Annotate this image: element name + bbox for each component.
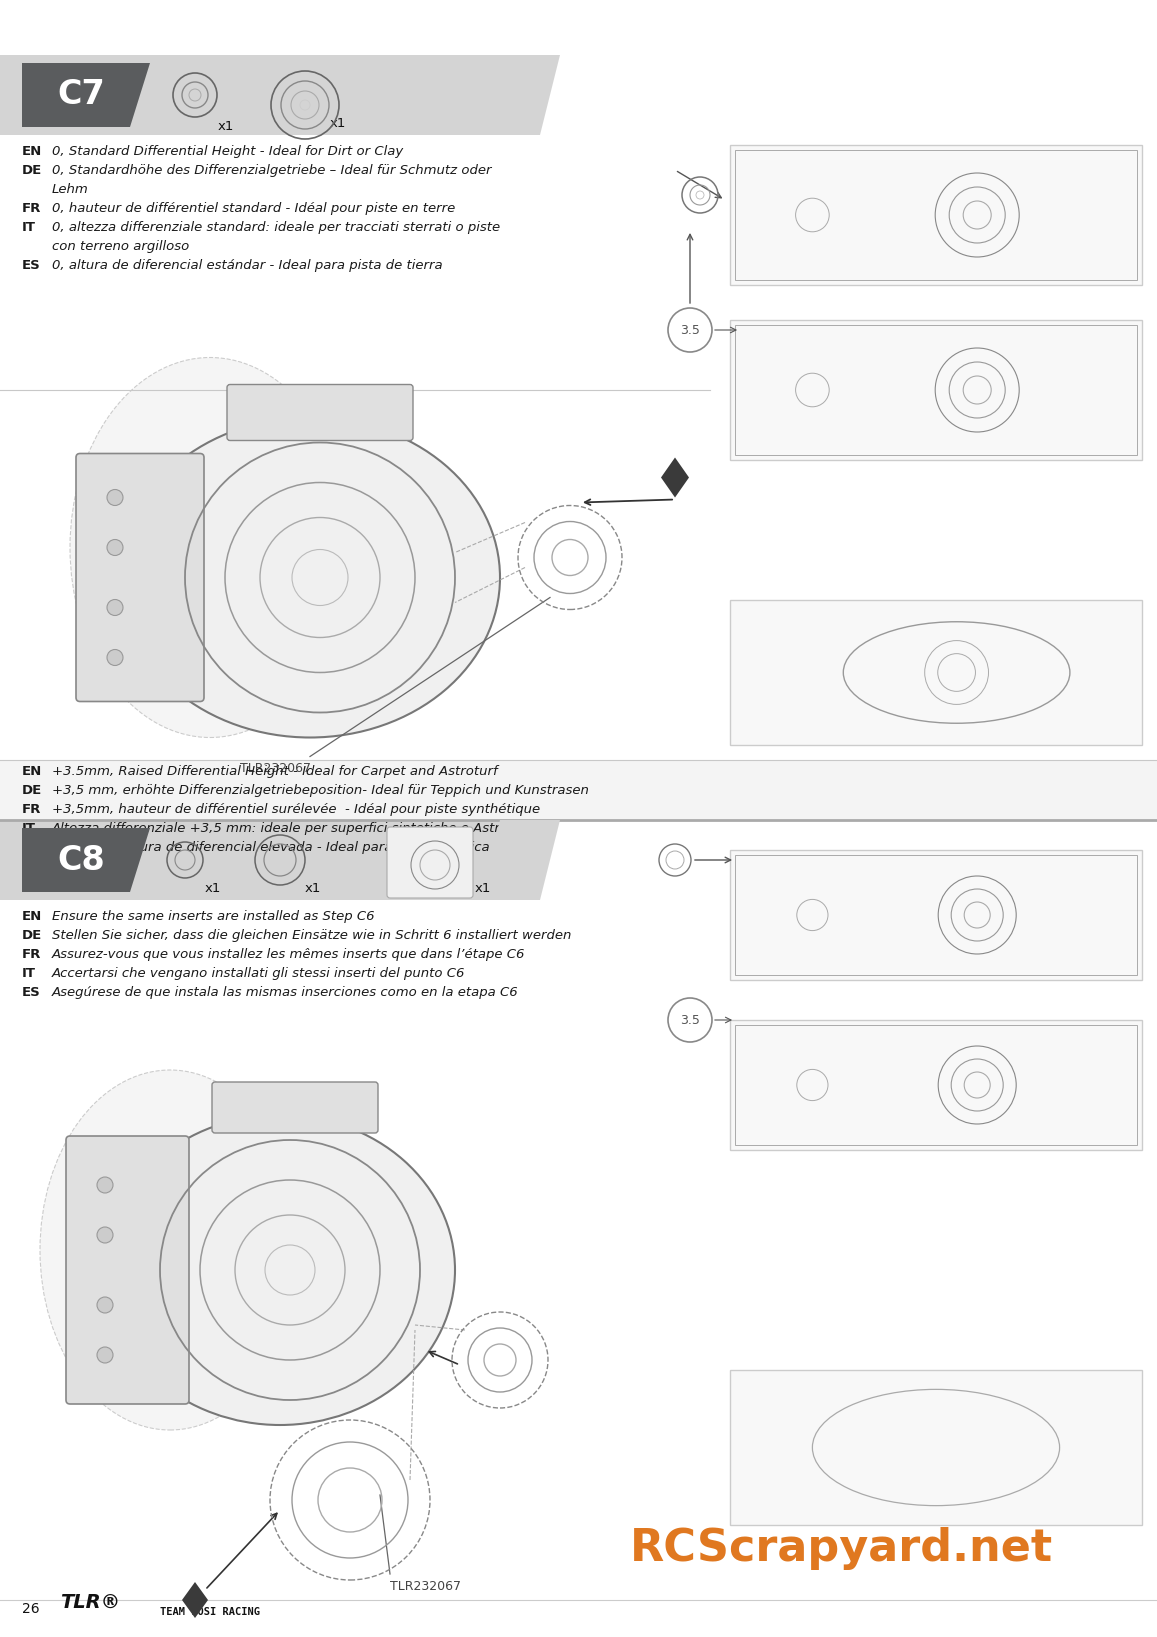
Text: RCScrapyard.net: RCScrapyard.net bbox=[631, 1527, 1053, 1570]
Text: C7: C7 bbox=[57, 79, 105, 111]
Text: C8: C8 bbox=[57, 843, 105, 876]
Text: x1: x1 bbox=[476, 882, 492, 895]
Text: +3,5mm, hauteur de différentiel surélevée  - Idéal pour piste synthétique: +3,5mm, hauteur de différentiel surélevé… bbox=[52, 804, 540, 815]
Circle shape bbox=[97, 1228, 113, 1242]
Circle shape bbox=[106, 540, 123, 555]
FancyBboxPatch shape bbox=[212, 1082, 378, 1133]
Text: EN: EN bbox=[22, 910, 43, 923]
Text: TLR232067: TLR232067 bbox=[390, 1580, 460, 1593]
Bar bbox=[0, 56, 1157, 134]
Text: TLR®: TLR® bbox=[60, 1593, 120, 1611]
Bar bbox=[730, 180, 930, 205]
Ellipse shape bbox=[105, 1115, 455, 1424]
Polygon shape bbox=[22, 828, 150, 892]
Polygon shape bbox=[661, 457, 690, 498]
Text: TLR232067: TLR232067 bbox=[239, 763, 311, 776]
Text: IT: IT bbox=[22, 967, 36, 981]
Text: TEAM LOSI RACING: TEAM LOSI RACING bbox=[160, 1608, 260, 1617]
Text: EN: EN bbox=[22, 764, 43, 778]
Text: Stellen Sie sicher, dass die gleichen Einsätze wie in Schritt 6 installiert werd: Stellen Sie sicher, dass die gleichen Ei… bbox=[52, 930, 572, 941]
Bar bbox=[0, 820, 1157, 900]
Text: EN: EN bbox=[22, 146, 43, 159]
Text: DE: DE bbox=[22, 784, 43, 797]
Text: con terreno argilloso: con terreno argilloso bbox=[52, 241, 190, 254]
Bar bbox=[730, 850, 1142, 981]
Text: x1: x1 bbox=[330, 116, 346, 129]
Polygon shape bbox=[480, 56, 560, 134]
Circle shape bbox=[106, 599, 123, 616]
FancyBboxPatch shape bbox=[227, 385, 413, 440]
Ellipse shape bbox=[120, 417, 500, 738]
Text: FR: FR bbox=[22, 948, 42, 961]
Bar bbox=[0, 760, 1157, 820]
Text: 0, Standardhöhe des Differenzialgetriebe – Ideal für Schmutz oder: 0, Standardhöhe des Differenzialgetriebe… bbox=[52, 164, 492, 177]
FancyBboxPatch shape bbox=[66, 1136, 189, 1405]
Circle shape bbox=[106, 489, 123, 506]
Text: 3.5: 3.5 bbox=[680, 324, 700, 337]
Text: Assurez-vous que vous installez les mêmes inserts que dans l’étape C6: Assurez-vous que vous installez les même… bbox=[52, 948, 525, 961]
Text: DE: DE bbox=[22, 164, 43, 177]
Circle shape bbox=[668, 308, 712, 352]
Text: +3,5 mm, erhöhte Differenzialgetriebeposition- Ideal für Teppich und Kunstrasen: +3,5 mm, erhöhte Differenzialgetriebepos… bbox=[52, 784, 589, 797]
Polygon shape bbox=[182, 1581, 208, 1617]
Text: Lehm: Lehm bbox=[52, 183, 89, 196]
Text: 26: 26 bbox=[22, 1603, 39, 1616]
Bar bbox=[730, 1370, 1142, 1526]
Circle shape bbox=[106, 650, 123, 666]
Text: Accertarsi che vengano installati gli stessi inserti del punto C6: Accertarsi che vengano installati gli st… bbox=[52, 967, 465, 981]
Polygon shape bbox=[22, 62, 150, 128]
Text: ES: ES bbox=[22, 259, 40, 272]
Text: ES: ES bbox=[22, 841, 40, 855]
Bar bbox=[735, 855, 1137, 976]
Text: + 3.5mm, altura de diferencial elevada - Ideal para pista sintética: + 3.5mm, altura de diferencial elevada -… bbox=[52, 841, 489, 855]
Bar bbox=[500, 820, 1157, 900]
Text: +3.5mm, Raised Differential Height - Ideal for Carpet and Astroturf: +3.5mm, Raised Differential Height - Ide… bbox=[52, 764, 498, 778]
Bar bbox=[730, 146, 1142, 285]
Bar bbox=[730, 601, 1142, 745]
Polygon shape bbox=[480, 820, 560, 900]
Text: 3.5: 3.5 bbox=[680, 1013, 700, 1026]
Text: ES: ES bbox=[22, 985, 40, 999]
Text: 0, altezza differenziale standard: ideale per tracciati sterrati o piste: 0, altezza differenziale standard: ideal… bbox=[52, 221, 500, 234]
Text: Altezza differenziale +3,5 mm: ideale per superfici sintetiche e Astroturf: Altezza differenziale +3,5 mm: ideale pe… bbox=[52, 822, 532, 835]
Bar bbox=[730, 1020, 1142, 1151]
Circle shape bbox=[97, 1347, 113, 1364]
FancyBboxPatch shape bbox=[76, 453, 204, 702]
Bar bbox=[735, 151, 1137, 280]
Bar bbox=[0, 0, 1157, 56]
Text: Ensure the same inserts are installed as Step C6: Ensure the same inserts are installed as… bbox=[52, 910, 375, 923]
Bar bbox=[500, 56, 1157, 134]
FancyBboxPatch shape bbox=[386, 827, 473, 899]
Text: FR: FR bbox=[22, 804, 42, 815]
Text: x1: x1 bbox=[205, 882, 221, 895]
Bar bbox=[735, 1025, 1137, 1144]
Text: 0, altura de diferencial estándar - Ideal para pista de tierra: 0, altura de diferencial estándar - Idea… bbox=[52, 259, 443, 272]
Text: x1: x1 bbox=[218, 120, 235, 133]
Text: IT: IT bbox=[22, 822, 36, 835]
Text: DE: DE bbox=[22, 930, 43, 941]
Text: IT: IT bbox=[22, 221, 36, 234]
Bar bbox=[735, 326, 1137, 455]
Text: x1: x1 bbox=[305, 882, 322, 895]
Bar bbox=[730, 319, 1142, 460]
Text: FR: FR bbox=[22, 201, 42, 214]
Circle shape bbox=[668, 999, 712, 1043]
Circle shape bbox=[97, 1177, 113, 1193]
Text: 0, hauteur de différentiel standard - Idéal pour piste en terre: 0, hauteur de différentiel standard - Id… bbox=[52, 201, 455, 214]
Text: Asegúrese de que instala las mismas inserciones como en la etapa C6: Asegúrese de que instala las mismas inse… bbox=[52, 985, 518, 999]
Text: 0, Standard Differential Height - Ideal for Dirt or Clay: 0, Standard Differential Height - Ideal … bbox=[52, 146, 404, 159]
Ellipse shape bbox=[40, 1071, 300, 1431]
Circle shape bbox=[97, 1297, 113, 1313]
Ellipse shape bbox=[71, 357, 351, 738]
